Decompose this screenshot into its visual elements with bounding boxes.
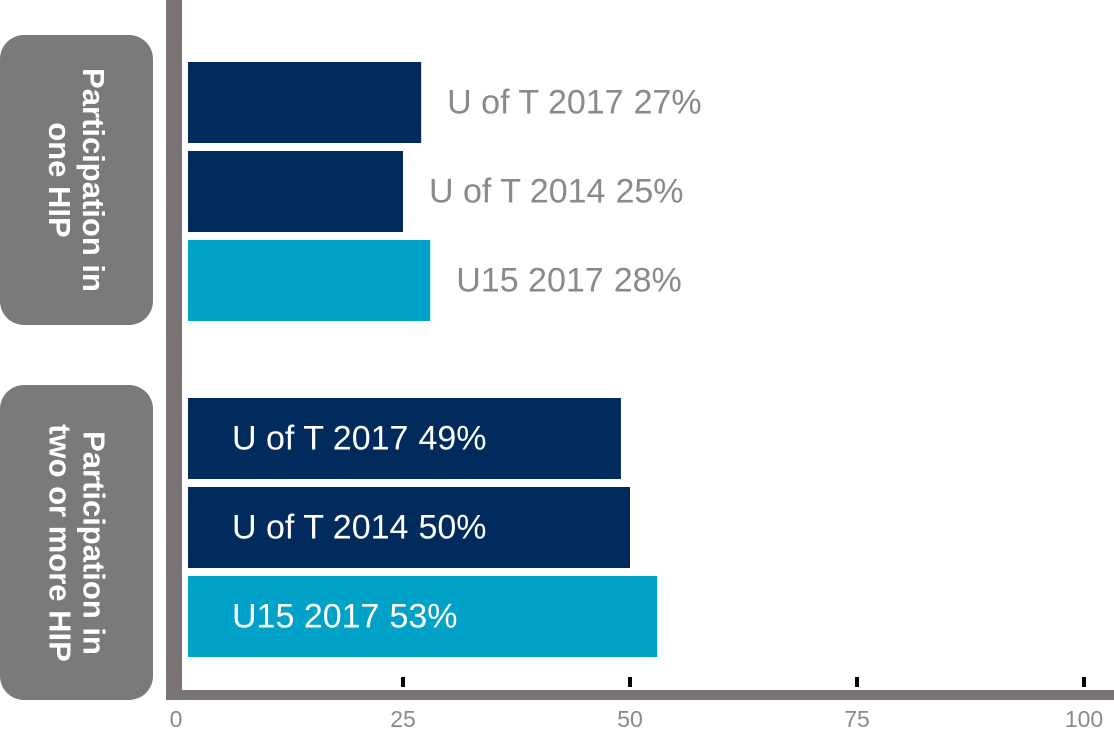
series-name: U15 2017 [232,597,379,635]
x-tick-label: 75 [844,706,870,732]
value-label: 28% [614,261,682,299]
value-label: 27% [634,83,702,121]
value-label: 49% [418,419,486,457]
series-name: U of T 2014 [232,508,408,546]
bar [188,487,630,568]
series-name: U15 2017 [456,261,603,299]
x-tick-label: 0 [170,706,183,732]
bar [188,62,422,143]
bar-label: U of T 2017 49% [232,419,487,457]
x-axis-line [166,690,1114,700]
y-axis-line [166,0,182,700]
category-label: Participation in two or more HIP [42,423,111,662]
category-box [0,385,153,700]
x-tick-label: 25 [390,706,416,732]
bar-label: U of T 2014 25% [429,172,684,210]
x-tick-label: 100 [1065,706,1103,732]
category-box [0,35,153,325]
bar [188,398,621,479]
series-name: U of T 2017 [447,83,623,121]
bar-label: U of T 2014 50% [232,508,487,546]
bar [188,151,403,232]
value-label: 25% [615,172,683,210]
bar-label: U15 2017 53% [232,597,458,635]
category-label: Participation in one HIP [42,68,111,292]
value-label: 53% [389,597,457,635]
bar [188,240,431,321]
series-name: U of T 2017 [232,419,408,457]
bar-label: U15 2017 28% [456,261,682,299]
bar-label: U of T 2017 27% [447,83,702,121]
x-tick-label: 50 [617,706,643,732]
series-name: U of T 2014 [429,172,605,210]
bar [188,576,658,657]
value-label: 50% [418,508,486,546]
